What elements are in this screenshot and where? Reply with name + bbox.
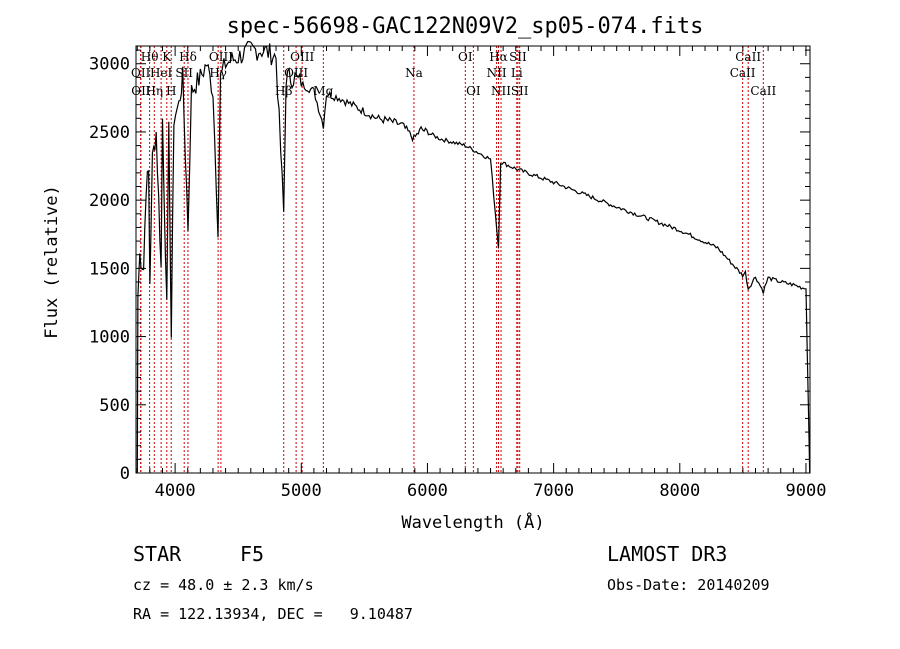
line-marker-label: HeI xyxy=(150,66,173,80)
chart-title: spec-56698-GAC122N09V2_sp05-074.fits xyxy=(227,14,704,39)
y-tick-label: 2500 xyxy=(89,123,130,143)
line-marker-label: Hα xyxy=(489,50,508,64)
line-markers xyxy=(140,46,764,473)
object-class: STAR xyxy=(133,542,182,566)
obs-date-text: Obs-Date: 20140209 xyxy=(607,576,770,594)
x-ticks: 4000 5000 6000 7000 8000 9000 xyxy=(136,46,826,501)
line-marker-label: CaII xyxy=(750,84,776,98)
line-marker-label: Hθ xyxy=(141,50,159,64)
object-subclass: F5 xyxy=(240,542,264,566)
line-marker-label: Na xyxy=(405,66,423,80)
y-ticks: 0 500 1000 1500 2000 2500 3000 xyxy=(89,49,810,484)
y-tick-label: 2000 xyxy=(89,191,130,211)
line-marker-label: OI xyxy=(466,84,481,98)
y-tick-label: 500 xyxy=(99,396,130,416)
y-tick-label: 1500 xyxy=(89,259,130,279)
line-marker-label: K xyxy=(162,50,172,64)
line-marker-label: NII xyxy=(487,66,507,80)
line-marker-label: CaII xyxy=(730,66,756,80)
line-marker-label: SII xyxy=(175,66,193,80)
line-marker-label: SII xyxy=(509,50,527,64)
line-marker-label: Li xyxy=(511,66,523,80)
x-tick-label: 4000 xyxy=(155,481,196,501)
x-tick-label: 5000 xyxy=(281,481,322,501)
y-tick-label: 1000 xyxy=(89,328,130,348)
survey-name: LAMOST DR3 xyxy=(607,542,727,566)
x-axis-label: Wavelength (Å) xyxy=(401,511,544,533)
y-tick-label: 3000 xyxy=(89,55,130,75)
line-marker-label: Hδ xyxy=(179,50,197,64)
line-marker-label: OII xyxy=(131,66,151,80)
line-marker-label: H xyxy=(166,84,176,98)
y-tick-label: 0 xyxy=(120,464,130,484)
line-marker-label: Hβ xyxy=(275,84,292,98)
coordinates-text: RA = 122.13934, DEC = 9.10487 xyxy=(133,605,413,623)
y-axis-label: Flux (relative) xyxy=(42,185,62,339)
line-marker-label: Hη xyxy=(145,84,163,98)
line-marker-label: NII xyxy=(491,84,511,98)
plot-frame xyxy=(135,45,811,474)
line-marker-label: SII xyxy=(511,84,529,98)
line-marker-label: OIII xyxy=(290,50,314,64)
x-tick-label: 6000 xyxy=(407,481,448,501)
x-tick-label: 7000 xyxy=(533,481,574,501)
x-tick-label: 9000 xyxy=(785,481,826,501)
line-marker-label: OI xyxy=(458,50,473,64)
line-marker-label: OIII xyxy=(209,50,233,64)
x-tick-label: 8000 xyxy=(659,481,700,501)
redshift-text: cz = 48.0 ± 2.3 km/s xyxy=(133,576,314,594)
line-marker-label: CaII xyxy=(735,50,761,64)
line-marker-label: Hγ xyxy=(209,66,227,80)
spectrum-line xyxy=(136,40,811,474)
